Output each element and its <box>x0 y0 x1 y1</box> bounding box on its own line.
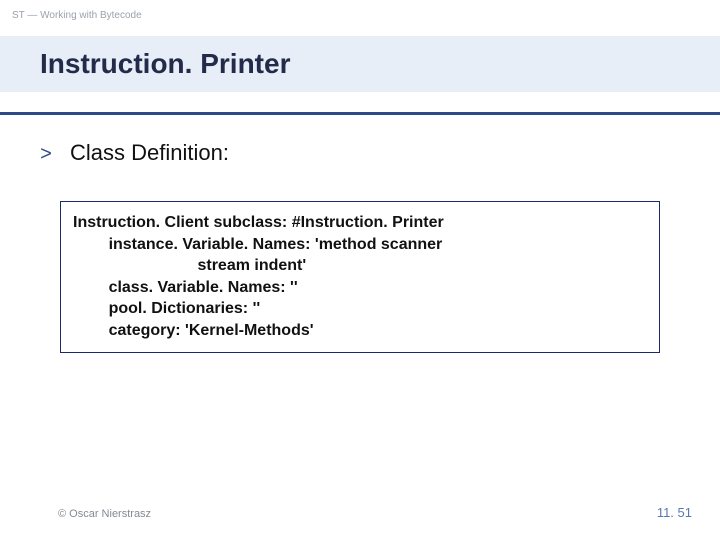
code-line: pool. Dictionaries: '' <box>73 298 647 320</box>
code-line: category: 'Kernel-Methods' <box>73 320 647 342</box>
title-band: Instruction. Printer <box>0 36 720 92</box>
breadcrumb: ST — Working with Bytecode <box>12 10 142 21</box>
chevron-icon: > <box>40 144 52 167</box>
footer-page-number: 11. 51 <box>657 505 692 520</box>
code-box: Instruction. Client subclass: #Instructi… <box>60 201 660 353</box>
slide: ST — Working with Bytecode Instruction. … <box>0 0 720 540</box>
body: > Class Definition: Instruction. Client … <box>40 140 680 353</box>
footer-copyright: © Oscar Nierstrasz <box>58 508 151 520</box>
code-line: class. Variable. Names: '' <box>73 277 647 299</box>
code-line: Instruction. Client subclass: #Instructi… <box>73 212 647 234</box>
code-line: stream indent' <box>73 255 647 277</box>
code-line: instance. Variable. Names: 'method scann… <box>73 234 647 256</box>
section-label: Class Definition: <box>70 140 229 166</box>
horizontal-rule <box>0 112 720 115</box>
bullet-row: > Class Definition: <box>40 140 680 167</box>
page-title: Instruction. Printer <box>0 48 290 80</box>
